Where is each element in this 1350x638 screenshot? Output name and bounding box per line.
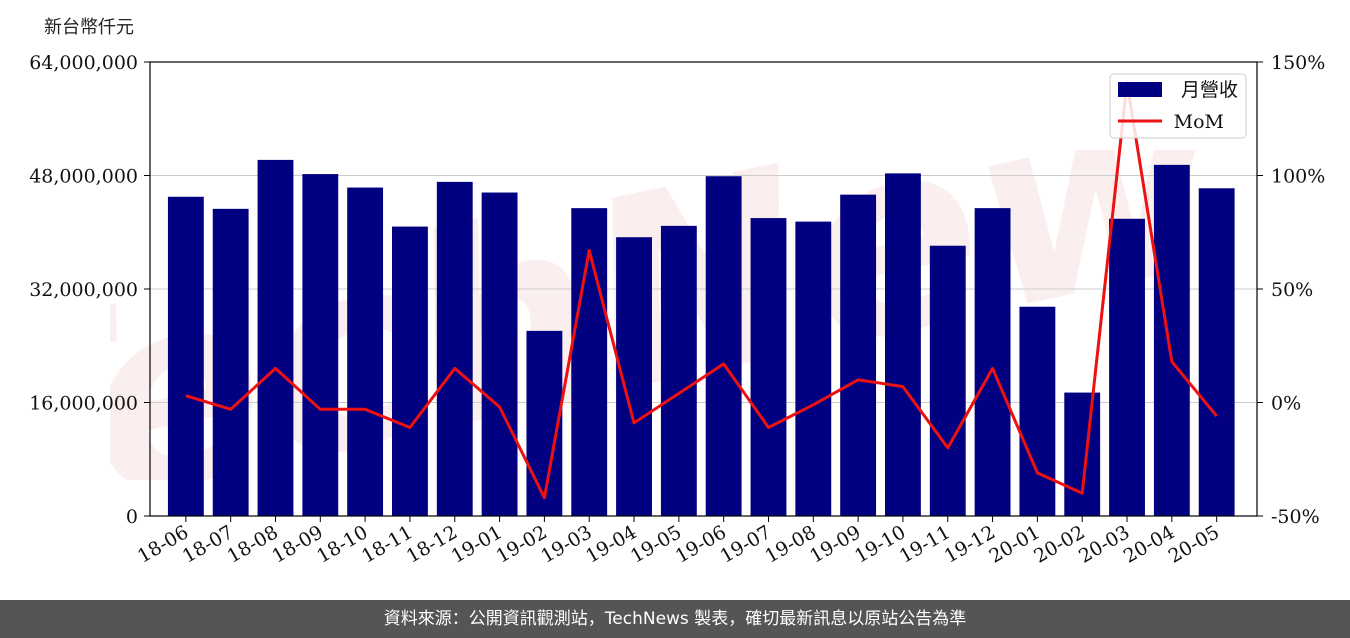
legend-label-line: MoM	[1174, 111, 1224, 133]
x-tick-label-19-10: 19-10	[851, 521, 909, 567]
source-footer: 資料來源：公開資訊觀測站，TechNews 製表，確切最新訊息以原站公告為準	[0, 600, 1350, 638]
bar-19-10	[885, 173, 921, 516]
x-tick-label-19-12: 19-12	[941, 521, 999, 567]
x-tick-label-18-08: 18-08	[224, 521, 282, 567]
left-tick-label: 48,000,000	[29, 166, 138, 188]
x-tick-label-19-04: 19-04	[582, 521, 640, 567]
bar-18-11	[392, 226, 428, 516]
left-tick-label: 16,000,000	[29, 393, 138, 415]
bar-19-11	[929, 245, 966, 516]
x-tick-label-18-07: 18-07	[179, 521, 237, 567]
bar-20-02	[1064, 392, 1101, 516]
x-tick-label-20-04: 20-04	[1120, 521, 1178, 567]
bar-19-07	[750, 218, 787, 516]
x-tick-label-20-01: 20-01	[985, 521, 1043, 567]
bar-19-08	[795, 221, 832, 516]
x-tick-label-19-01: 19-01	[448, 521, 506, 567]
right-tick-label: 0%	[1271, 393, 1301, 415]
x-tick-label-19-09: 19-09	[806, 521, 864, 567]
bar-18-08	[257, 159, 294, 517]
bar-18-12	[436, 181, 473, 516]
bar-18-09	[302, 174, 339, 517]
bar-19-03	[571, 208, 608, 516]
bar-20-03	[1109, 218, 1145, 516]
bar-19-09	[840, 194, 877, 516]
x-tick-label-19-03: 19-03	[537, 521, 595, 567]
left-tick-label: 32,000,000	[29, 279, 138, 301]
x-tick-label-18-10: 18-10	[313, 521, 371, 567]
bars	[167, 159, 1235, 517]
left-tick-label: 64,000,000	[29, 52, 138, 74]
x-tick-label-19-08: 19-08	[761, 521, 819, 567]
x-tick-label-19-02: 19-02	[492, 521, 550, 567]
bar-18-07	[212, 208, 249, 516]
mom-line	[185, 80, 1218, 500]
bar-19-06	[705, 176, 742, 516]
axes: 0 16,000,000 32,000,000 48,000,000 64,000,00…	[29, 52, 1325, 568]
chart: 新台幣仟元 0 16,000,000 32,000,000 48,000,000 64,…	[29, 17, 1325, 568]
legend-swatch-bar	[1118, 82, 1162, 97]
bar-19-01	[481, 192, 518, 516]
bar-20-05	[1198, 188, 1235, 517]
left-tick-label: 0	[126, 506, 138, 528]
right-tick-label: 100%	[1271, 166, 1325, 188]
bar-18-06	[167, 196, 204, 516]
legend-label-bar: 月營收	[1181, 79, 1238, 101]
x-tick-label-20-02: 20-02	[1030, 521, 1088, 567]
mom-series-line	[185, 80, 1218, 500]
x-tick-label-18-11: 18-11	[358, 521, 416, 567]
x-tick-label-20-03: 20-03	[1075, 521, 1133, 567]
x-tick-label-18-06: 18-06	[134, 521, 192, 567]
x-tick-label-19-11: 19-11	[896, 521, 954, 567]
right-tick-label: 150%	[1271, 52, 1325, 74]
right-tick-label: -50%	[1271, 506, 1320, 528]
x-tick-label-20-05: 20-05	[1165, 521, 1223, 567]
bar-20-04	[1153, 164, 1190, 516]
x-tick-label-18-09: 18-09	[268, 521, 326, 567]
x-tick-label-19-05: 19-05	[627, 521, 685, 567]
x-tick-label-18-12: 18-12	[403, 521, 461, 567]
legend: 月營收 MoM	[1109, 73, 1247, 139]
x-tick-label-19-07: 19-07	[717, 521, 775, 567]
y-axis-label: 新台幣仟元	[44, 17, 134, 38]
bar-20-01	[1019, 306, 1056, 516]
bar-18-10	[347, 187, 384, 516]
bar-19-05	[660, 225, 697, 516]
bar-19-12	[974, 208, 1011, 516]
x-tick-label-19-06: 19-06	[672, 521, 730, 567]
right-tick-label: 50%	[1271, 279, 1313, 301]
